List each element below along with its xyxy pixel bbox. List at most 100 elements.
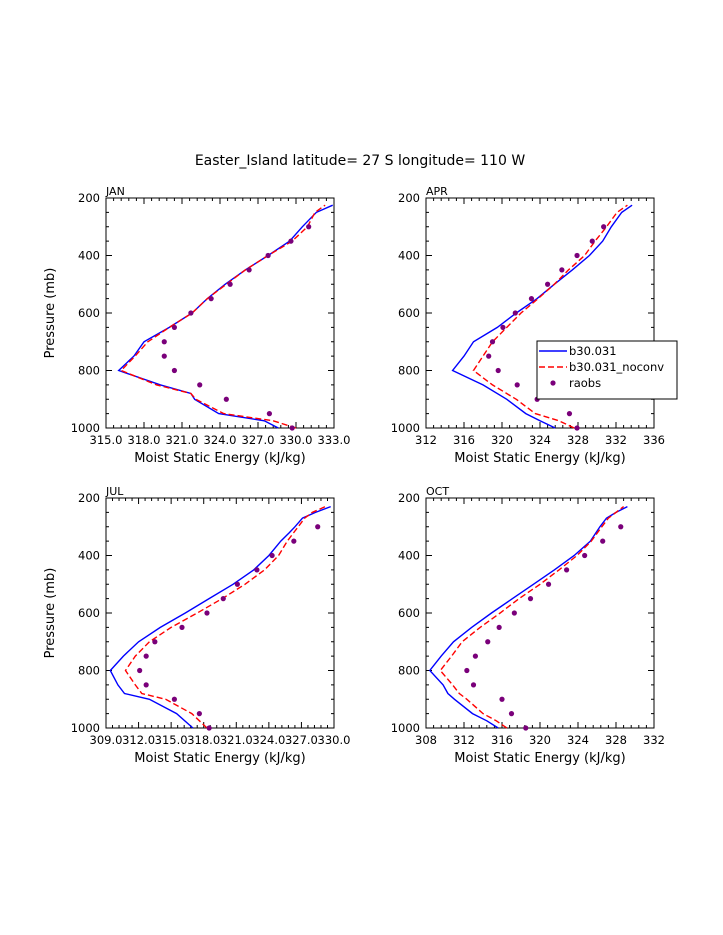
raobs-point	[265, 252, 271, 259]
legend-marker-raobs	[550, 380, 556, 386]
raobs-point	[179, 624, 185, 630]
x-tick-label: 312	[453, 733, 475, 747]
raobs-point	[137, 667, 143, 674]
series-line-b30-031-noconv	[472, 204, 628, 429]
panel-jul: JUL 309.0 312.0 315.0 318.0 321.0 324.0 327.0 33…	[43, 485, 350, 766]
raobs-point	[161, 339, 167, 345]
series-line-b30-031	[117, 204, 333, 429]
y-tick-label: 200	[398, 491, 420, 505]
x-tick-label: 312	[415, 433, 437, 447]
y-tick-label: 400	[398, 549, 420, 563]
y-tick-label: 1000	[391, 721, 420, 735]
x-tick-label: 328	[605, 733, 627, 747]
x-tick-label: 332	[605, 433, 627, 447]
raobs-point	[220, 596, 226, 602]
raobs-point	[485, 639, 491, 645]
y-tick-label: 400	[78, 549, 100, 563]
x-tick-label: 324	[567, 733, 589, 747]
raobs-point	[472, 653, 478, 659]
raobs-point	[171, 324, 177, 330]
y-tick-label: 800	[78, 364, 100, 378]
raobs-point	[496, 624, 502, 630]
raobs-point	[495, 367, 501, 374]
series-line-b30-031-noconv	[119, 204, 326, 429]
raobs-point	[601, 224, 607, 230]
raobs-point	[188, 310, 194, 316]
panel-jan: JAN 315.0 318.0 321.0 324.0 327.0 330.0 333.0 20…	[43, 185, 350, 466]
x-tick-label: 332	[643, 733, 665, 747]
x-tick-label: 330.0	[280, 433, 313, 447]
y-tick-label: 1000	[71, 421, 100, 435]
raobs-point	[208, 296, 214, 302]
x-tick-label: 315.0	[155, 733, 188, 747]
raobs-point	[618, 524, 624, 530]
x-tick-label: 309.0	[90, 733, 123, 747]
raobs-point	[269, 552, 275, 559]
x-tick-label: 336	[643, 433, 665, 447]
raobs-point	[315, 524, 321, 530]
x-tick-label: 321.0	[166, 433, 199, 447]
series-line-b30-031-noconv	[124, 505, 326, 729]
panel-oct: OCT 308 312 316 320 324 328 332 200 400 600 800 1000…	[391, 485, 665, 766]
raobs-point	[514, 382, 520, 388]
legend-label-b30-031-noconv: b30.031_noconv	[569, 360, 664, 374]
x-tick-label: 330.0	[318, 733, 351, 747]
raobs-point	[171, 696, 177, 702]
y-tick-label: 600	[78, 306, 100, 320]
x-tick-label: 320	[529, 733, 551, 747]
raobs-point	[499, 696, 505, 702]
raobs-point	[254, 567, 260, 573]
x-axis-label: Moist Static Energy (kJ/kg)	[454, 751, 625, 766]
raobs-point	[197, 382, 203, 388]
panel-label-apr: APR	[426, 185, 448, 198]
y-tick-label: 200	[398, 191, 420, 205]
y-tick-label: 800	[398, 664, 420, 678]
series-line-b30-031-noconv	[439, 506, 625, 729]
x-tick-label: 320	[491, 433, 513, 447]
raobs-point	[266, 411, 272, 417]
raobs-point	[545, 581, 552, 587]
plot-frame	[105, 197, 335, 429]
raobs-point	[545, 281, 551, 287]
raobs-point	[152, 639, 158, 645]
raobs-point	[196, 711, 202, 717]
x-axis-label: Moist Static Energy (kJ/kg)	[454, 451, 625, 466]
x-tick-label: 315.0	[90, 433, 123, 447]
x-tick-label: 318.0	[187, 733, 220, 747]
x-tick-label: 308	[415, 733, 437, 747]
raobs-point	[600, 538, 606, 544]
raobs-point	[527, 596, 534, 602]
raobs-point	[486, 353, 492, 359]
panel-apr: APR 312 316 320 324 328 332 336 200 400 600 800 1000…	[391, 185, 665, 466]
raobs-point	[559, 267, 565, 273]
x-tick-label: 327.0	[242, 433, 275, 447]
y-tick-label: 1000	[391, 421, 420, 435]
raobs-point	[511, 610, 517, 616]
raobs-point	[171, 367, 177, 374]
raobs-point	[291, 538, 297, 544]
x-tick-label: 324.0	[204, 433, 237, 447]
panel-label-jan: JAN	[105, 185, 125, 198]
panel-label-jul: JUL	[105, 485, 124, 498]
x-tick-label: 321.0	[220, 733, 253, 747]
y-tick-label: 800	[398, 364, 420, 378]
y-tick-label: 400	[398, 249, 420, 263]
raobs-point	[464, 667, 470, 674]
y-tick-label: 600	[398, 306, 420, 320]
raobs-point	[227, 281, 233, 287]
raobs-point	[223, 396, 229, 402]
series-line-b30-031	[451, 204, 633, 429]
raobs-point	[589, 238, 595, 244]
x-tick-label: 318.0	[128, 433, 161, 447]
raobs-point	[508, 711, 515, 717]
y-axis-label: Pressure (mb)	[43, 568, 58, 659]
plot-frame	[105, 497, 335, 729]
panel-label-oct: OCT	[426, 485, 449, 498]
raobs-point	[582, 552, 588, 559]
y-tick-label: 200	[78, 491, 100, 505]
legend-label-raobs: raobs	[569, 376, 601, 390]
y-axis-label: Pressure (mb)	[43, 268, 58, 359]
